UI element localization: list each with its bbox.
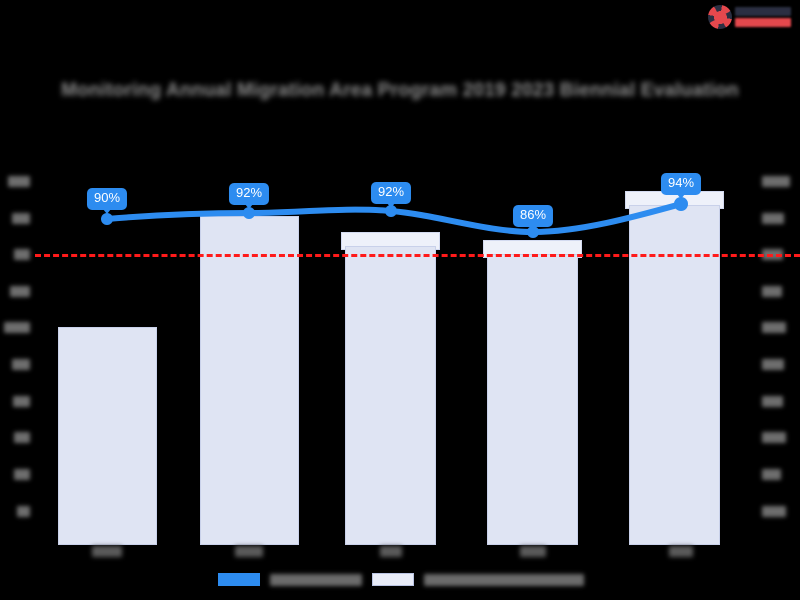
x-axis-category-label-1 — [92, 546, 122, 557]
bar-4[interactable] — [487, 254, 578, 545]
legend-label-bar-series[interactable] — [424, 573, 584, 586]
legend-swatch-bar-series[interactable] — [372, 573, 414, 586]
left-axis-tick-label — [4, 322, 30, 333]
logo-mark-icon — [708, 5, 732, 29]
logo-wordmark — [735, 7, 791, 27]
legend-label-line-series[interactable] — [270, 573, 362, 586]
data-label-1: 90% — [86, 188, 128, 214]
bar-3[interactable] — [345, 246, 436, 545]
left-axis-tick-label — [13, 396, 30, 407]
right-axis-tick-label — [762, 322, 786, 333]
data-label-2: 92% — [228, 183, 270, 209]
right-axis-tick-label — [762, 213, 784, 224]
right-axis-tick-label — [762, 176, 790, 187]
left-axis-tick-label — [14, 469, 30, 480]
left-axis-tick-label — [8, 176, 30, 187]
bar-1[interactable] — [58, 327, 157, 545]
left-axis-tick-label — [12, 213, 30, 224]
data-label-4: 86% — [512, 205, 554, 231]
chart-legend — [218, 573, 594, 586]
right-axis-tick-label — [762, 286, 782, 297]
trend-line-path — [104, 201, 684, 235]
line-marker-1[interactable] — [101, 213, 113, 225]
right-axis-tick-label — [762, 432, 786, 443]
data-label-5: 94% — [660, 173, 702, 199]
left-axis-tick-label — [14, 432, 30, 443]
x-axis-category-label-3 — [380, 546, 402, 557]
left-axis-tick-label — [10, 286, 30, 297]
chart-title: Monitoring Annual Migration Area Program… — [61, 80, 739, 101]
right-axis-tick-label — [762, 359, 784, 370]
data-label-3: 92% — [370, 182, 412, 208]
left-axis-tick-label — [12, 359, 30, 370]
right-axis-tick-label — [762, 506, 786, 517]
publisher-logo — [708, 3, 796, 31]
right-axis-tick-label — [762, 396, 783, 407]
bar-2[interactable] — [200, 216, 299, 545]
left-axis-tick-label — [14, 249, 30, 260]
x-axis-category-label-2 — [235, 546, 263, 557]
left-axis-tick-label — [17, 506, 30, 517]
x-axis-category-label-5 — [669, 546, 693, 557]
x-axis-category-label-4 — [520, 546, 546, 557]
reference-line — [35, 254, 800, 257]
right-axis-tick-label — [762, 469, 781, 480]
logo-wordmark-line-1 — [735, 7, 791, 16]
bar-5[interactable] — [629, 205, 720, 545]
logo-wordmark-line-2 — [735, 18, 791, 27]
legend-swatch-line-series[interactable] — [218, 573, 260, 586]
